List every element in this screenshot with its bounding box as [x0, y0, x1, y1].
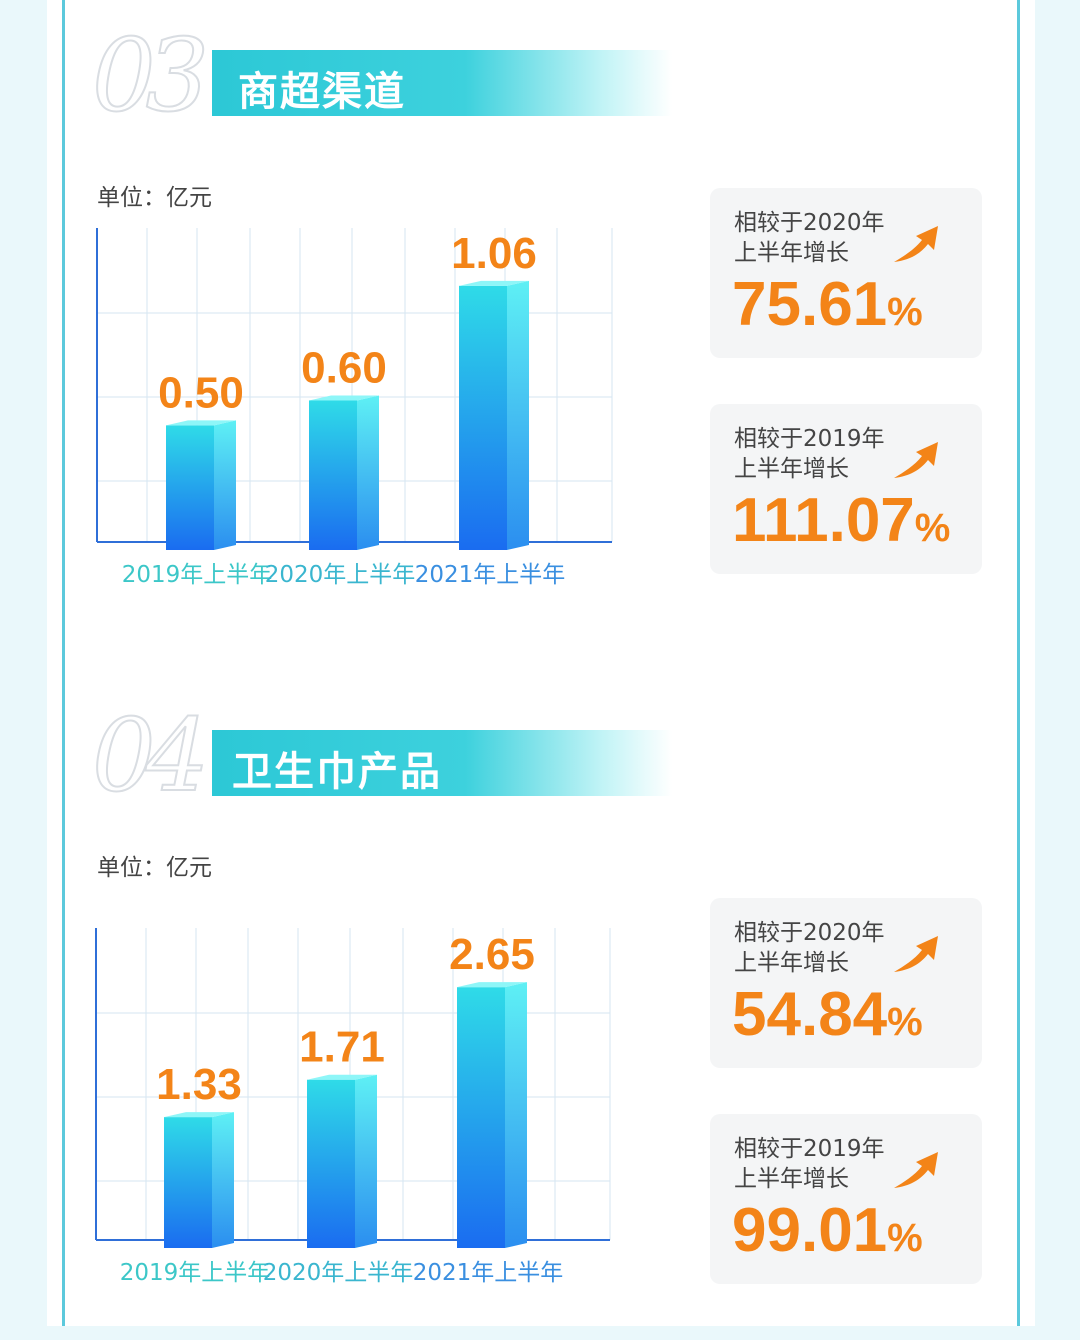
x-tick-label: 2019年上半年 [120, 1260, 271, 1286]
unit-label: 单位：亿元 [97, 855, 212, 881]
growth-stat-box: 相较于2020年上半年增长 75.61% [710, 188, 982, 358]
percent-sign: % [887, 1216, 923, 1260]
growth-stat-box: 相较于2019年上半年增长 99.01% [710, 1114, 982, 1284]
x-tick-label: 2021年上半年 [415, 562, 566, 588]
up-arrow-icon [894, 442, 938, 478]
growth-stat-label: 相较于2020年上半年增长 [734, 210, 885, 266]
bar-value-label: 1.06 [451, 229, 537, 278]
section-title-banner [212, 730, 672, 796]
section-supermarket-channel: 03 商超渠道 单位：亿元 0.50 2019年上半年 0.60 2020年上半年 1.… [0, 0, 1080, 660]
content-frame [62, 0, 1020, 1326]
bar-chart: 1.33 2019年上半年 1.71 2020年上半年 2.65 2021年上半年 [95, 928, 611, 1286]
x-tick-label: 2021年上半年 [413, 1260, 564, 1286]
growth-stat-box: 相较于2019年上半年增长 111.07% [710, 404, 982, 574]
bar-value-label: 1.71 [299, 1023, 385, 1072]
growth-percent-number: 54.84 [732, 980, 888, 1049]
section-number: 03 [91, 17, 210, 134]
percent-sign: % [887, 1000, 923, 1044]
growth-stat-value: 111.07% [732, 490, 950, 552]
bar-value-label: 0.50 [158, 368, 244, 417]
x-tick-label: 2019年上半年 [122, 562, 273, 588]
growth-percent-number: 75.61 [732, 270, 888, 339]
bar [309, 395, 379, 550]
bar-chart: 0.50 2019年上半年 0.60 2020年上半年 1.06 2021年上半年 [96, 228, 613, 588]
bar [457, 982, 527, 1248]
growth-stat-label: 相较于2019年上半年增长 [734, 1136, 885, 1192]
growth-stat-value: 99.01% [732, 1200, 923, 1262]
growth-stat-box: 相较于2020年上半年增长 54.84% [710, 898, 982, 1068]
section-title: 卫生巾产品 [232, 749, 442, 795]
bar-value-label: 1.33 [156, 1060, 242, 1109]
bar [164, 1112, 234, 1248]
bar [459, 280, 529, 550]
unit-label: 单位：亿元 [97, 185, 212, 211]
bar [166, 420, 236, 550]
bar-value-label: 0.60 [301, 343, 387, 392]
growth-stat-label: 相较于2019年上半年增长 [734, 426, 885, 482]
bar [307, 1074, 377, 1248]
bar-value-label: 2.65 [449, 930, 535, 979]
growth-stat-value: 54.84% [732, 984, 923, 1046]
growth-percent-number: 99.01 [732, 1196, 888, 1265]
section-title-banner [212, 50, 672, 116]
up-arrow-icon [894, 936, 938, 972]
percent-sign: % [887, 290, 923, 334]
section-title: 商超渠道 [238, 69, 406, 115]
x-tick-label: 2020年上半年 [265, 562, 416, 588]
growth-stat-label: 相较于2020年上半年增长 [734, 920, 885, 976]
section-number: 04 [91, 697, 210, 814]
growth-percent-number: 111.07 [732, 486, 915, 555]
x-tick-label: 2020年上半年 [263, 1260, 414, 1286]
section-sanitary-napkin-products: 04 卫生巾产品 单位：亿元 1.33 2019年上半年 1.71 2020年上半年 2… [0, 680, 1080, 1340]
percent-sign: % [914, 506, 951, 550]
up-arrow-icon [894, 226, 938, 262]
up-arrow-icon [894, 1152, 938, 1188]
growth-stat-value: 75.61% [732, 274, 923, 336]
